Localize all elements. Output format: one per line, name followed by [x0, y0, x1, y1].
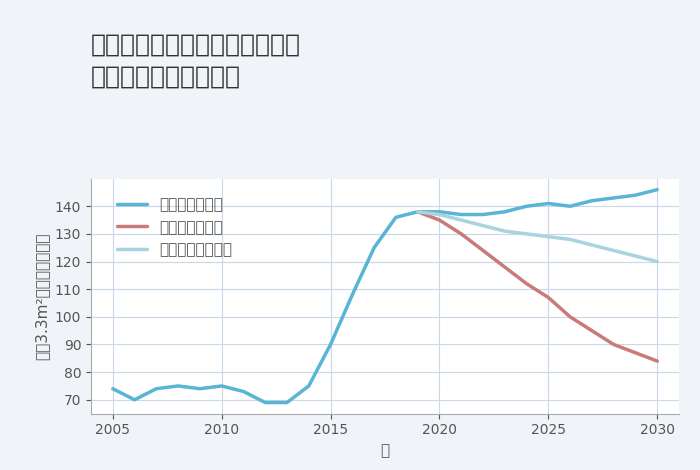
バッドシナリオ	[457, 231, 466, 237]
グッドシナリオ	[479, 212, 487, 217]
グッドシナリオ	[130, 397, 139, 403]
Line: ノーマルシナリオ: ノーマルシナリオ	[418, 212, 657, 261]
グッドシナリオ	[174, 383, 182, 389]
ノーマルシナリオ	[566, 236, 574, 242]
グッドシナリオ	[544, 201, 552, 206]
バッドシナリオ	[610, 342, 618, 347]
バッドシナリオ	[500, 264, 509, 270]
ノーマルシナリオ	[653, 258, 662, 264]
バッドシナリオ	[631, 350, 640, 356]
ノーマルシナリオ	[479, 223, 487, 228]
ノーマルシナリオ	[610, 248, 618, 253]
グッドシナリオ	[610, 195, 618, 201]
グッドシナリオ	[261, 400, 270, 405]
グッドシナリオ	[304, 383, 313, 389]
ノーマルシナリオ	[544, 234, 552, 240]
X-axis label: 年: 年	[380, 443, 390, 458]
グッドシナリオ	[392, 214, 400, 220]
グッドシナリオ	[108, 386, 117, 392]
グッドシナリオ	[566, 204, 574, 209]
バッドシナリオ	[653, 358, 662, 364]
ノーマルシナリオ	[457, 217, 466, 223]
グッドシナリオ	[218, 383, 226, 389]
バッドシナリオ	[414, 209, 422, 215]
グッドシナリオ	[370, 245, 378, 251]
Text: 愛知県名古屋市中村区森田町の
中古戸建ての価格推移: 愛知県名古屋市中村区森田町の 中古戸建ての価格推移	[91, 33, 301, 88]
ノーマルシナリオ	[631, 253, 640, 259]
ノーマルシナリオ	[500, 228, 509, 234]
バッドシナリオ	[588, 328, 596, 334]
グッドシナリオ	[152, 386, 160, 392]
グッドシナリオ	[588, 198, 596, 204]
グッドシナリオ	[326, 342, 335, 347]
Line: グッドシナリオ: グッドシナリオ	[113, 190, 657, 402]
バッドシナリオ	[566, 314, 574, 320]
バッドシナリオ	[479, 248, 487, 253]
グッドシナリオ	[348, 292, 356, 298]
バッドシナリオ	[544, 295, 552, 300]
グッドシナリオ	[522, 204, 531, 209]
グッドシナリオ	[500, 209, 509, 215]
バッドシナリオ	[435, 217, 444, 223]
Y-axis label: 坪（3.3m²）単価（万円）: 坪（3.3m²）単価（万円）	[34, 232, 49, 360]
グッドシナリオ	[435, 209, 444, 215]
ノーマルシナリオ	[435, 212, 444, 217]
グッドシナリオ	[283, 400, 291, 405]
Legend: グッドシナリオ, バッドシナリオ, ノーマルシナリオ: グッドシナリオ, バッドシナリオ, ノーマルシナリオ	[111, 191, 239, 264]
グッドシナリオ	[631, 192, 640, 198]
バッドシナリオ	[522, 281, 531, 287]
ノーマルシナリオ	[588, 242, 596, 248]
グッドシナリオ	[239, 389, 248, 394]
ノーマルシナリオ	[414, 209, 422, 215]
グッドシナリオ	[196, 386, 204, 392]
Line: バッドシナリオ: バッドシナリオ	[418, 212, 657, 361]
グッドシナリオ	[414, 209, 422, 215]
グッドシナリオ	[653, 187, 662, 193]
グッドシナリオ	[457, 212, 466, 217]
ノーマルシナリオ	[522, 231, 531, 237]
